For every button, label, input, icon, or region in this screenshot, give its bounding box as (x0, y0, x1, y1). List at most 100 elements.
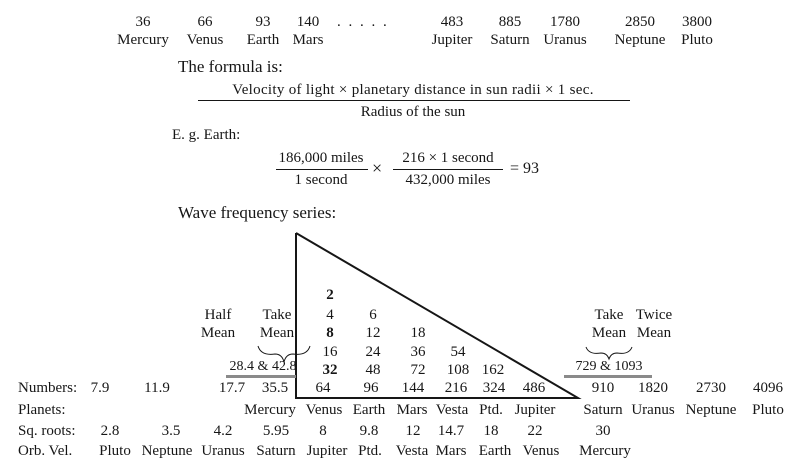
example-frac2-num: 216 × 1 second (402, 150, 494, 166)
top-value: 93 (255, 14, 271, 30)
top-value: 3800 (682, 14, 712, 30)
triangle-cell: 32 (322, 362, 338, 378)
orbvel-cell: Vesta (395, 443, 429, 459)
sqroot-cell: 8 (319, 423, 327, 439)
top-planet: Venus (186, 32, 224, 48)
top-value: 66 (197, 14, 213, 30)
number-cell: 910 (591, 380, 615, 396)
orbvel-cell: Mercury (579, 443, 631, 459)
triangle-cell: 24 (365, 344, 381, 360)
wave-heading: Wave frequency series: (178, 203, 337, 222)
number-cell: 7.9 (90, 380, 110, 396)
top-planet: Jupiter (431, 32, 473, 48)
sqroot-cell: 18 (483, 423, 499, 439)
sqroot-cell: 22 (527, 423, 543, 439)
orbvel-cell: Ptd. (358, 443, 382, 459)
twice-label: Twice (635, 307, 673, 323)
example-frac2-bar (393, 169, 503, 170)
top-planet: Neptune (614, 32, 666, 48)
sqroot-cell: 9.8 (359, 423, 379, 439)
half-mean-label: Mean (200, 325, 236, 341)
top-value: 36 (135, 14, 151, 30)
times-sign: × (372, 158, 383, 178)
example-label: E. g. Earth: (172, 127, 241, 143)
triangle-cell: 36 (410, 344, 426, 360)
top-planet: Pluto (681, 32, 713, 48)
right-brace-icon (585, 346, 633, 361)
triangle-cell: 2 (326, 287, 334, 303)
take-mean-label-left: Mean (259, 325, 295, 341)
top-planet: Mars (292, 32, 324, 48)
ellipsis: . . . . . (337, 14, 389, 30)
left-brace-icon (257, 345, 311, 363)
triangle-cell: 64 (315, 380, 331, 396)
planet-cell: Pluto (752, 402, 784, 418)
top-value: 885 (498, 14, 522, 30)
triangle-cell: 48 (365, 362, 381, 378)
sqroot-cell: 12 (405, 423, 421, 439)
planet-cell: Earth (352, 402, 386, 418)
triangle-cell: 16 (322, 344, 338, 360)
triangle-cell: 144 (401, 380, 425, 396)
sqroot-cell: 4.2 (213, 423, 233, 439)
planet-cell: Uranus (631, 402, 675, 418)
planet-cell: Ptd. (479, 402, 503, 418)
top-value: 483 (440, 14, 464, 30)
example-frac1-den: 1 second (294, 172, 348, 188)
triangle-cell: 54 (450, 344, 466, 360)
example-frac2-den: 432,000 miles (405, 172, 491, 188)
top-value: 2850 (625, 14, 655, 30)
planet-cell: Jupiter (514, 402, 556, 418)
triangle-cell: 324 (482, 380, 506, 396)
top-planet: Earth (246, 32, 280, 48)
planet-cell: Neptune (685, 402, 737, 418)
orbvel-cell: Jupiter (306, 443, 348, 459)
top-value: 1780 (550, 14, 580, 30)
orbvel-cell: Saturn (256, 443, 296, 459)
top-planet: Mercury (117, 32, 169, 48)
planet-cell: Mercury (244, 402, 296, 418)
triangle-cell: 96 (363, 380, 379, 396)
formula-numerator: Velocity of light × planetary distance i… (232, 82, 594, 98)
triangle-cell: 162 (481, 362, 505, 378)
number-cell: 4096 (753, 380, 783, 396)
take-mean-label-right: Mean (591, 325, 627, 341)
take-label-left: Take (262, 307, 292, 323)
orbvel-cell: Mars (435, 443, 467, 459)
triangle-cell: 8 (326, 325, 334, 341)
example-result: = 93 (510, 160, 540, 177)
planet-cell: Venus (305, 402, 343, 418)
top-planet: Saturn (490, 32, 530, 48)
orbvel-cell: Earth (478, 443, 512, 459)
number-cell: 2730 (696, 380, 726, 396)
planets-label: Planets: (18, 402, 66, 418)
example-frac1-num: 186,000 miles (278, 150, 364, 166)
orbvel-label: Orb. Vel. (18, 443, 73, 459)
orbvel-cell: Pluto (99, 443, 131, 459)
left-pair: 28.4 & 42.8 (229, 359, 297, 374)
number-cell: 35.5 (261, 380, 289, 396)
take-label-right: Take (594, 307, 624, 323)
example-frac1-bar (276, 169, 368, 170)
formula-fraction-bar (198, 100, 630, 101)
triangle-cell: 72 (410, 362, 426, 378)
right-pair: 729 & 1093 (575, 359, 643, 374)
number-cell: 11.9 (144, 380, 170, 396)
left-underline (226, 375, 296, 378)
orbvel-cell: Uranus (201, 443, 245, 459)
top-value: 140 (296, 14, 320, 30)
number-cell: 1820 (638, 380, 668, 396)
formula-heading: The formula is: (178, 57, 283, 76)
sqroot-cell: 2.8 (100, 423, 120, 439)
planet-cell: Mars (396, 402, 428, 418)
orbvel-cell: Neptune (141, 443, 193, 459)
numbers-label: Numbers: (18, 380, 78, 396)
triangle-cell: 18 (410, 325, 426, 341)
planet-cell: Saturn (583, 402, 623, 418)
formula-denominator: Radius of the sun (360, 104, 466, 120)
number-cell: 17.7 (218, 380, 246, 396)
twice-mean-label: Mean (636, 325, 672, 341)
half-label: Half (204, 307, 232, 323)
triangle-cell: 6 (369, 307, 377, 323)
